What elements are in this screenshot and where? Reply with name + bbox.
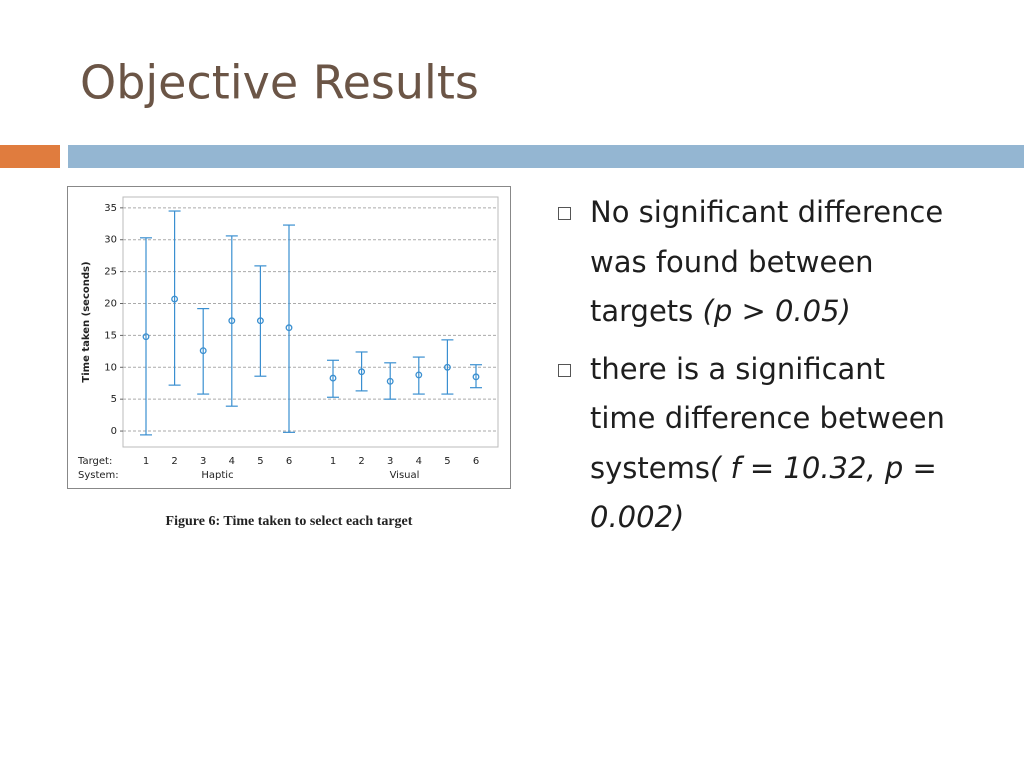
group-label: Haptic [201,470,233,481]
mean-marker [171,295,179,303]
y-tick-label: 35 [104,203,117,214]
x-tick-label: 3 [200,456,206,467]
y-tick-label: 25 [104,267,117,278]
x-tick-label: 1 [143,456,149,467]
bullet-emphasis: (p > 0.05) [702,294,851,328]
figure-caption: Figure 6: Time taken to select each targ… [166,514,413,529]
plot-area [122,196,499,448]
mean-marker [472,373,480,381]
x-tick-label: 6 [286,456,292,467]
mean-marker [142,333,150,341]
mean-marker [228,317,236,325]
bullet-text: No significant difference was found betw… [590,195,944,328]
bullet: No significant difference was found betw… [556,188,956,337]
x-tick-label: 6 [473,456,479,467]
x-tick-label: 4 [416,456,422,467]
bullet-emphasis: ( f = 10.32, p = 0.002) [590,450,937,535]
x-tick-label: 5 [444,456,450,467]
mean-marker [329,374,337,382]
accent-bar [0,145,60,168]
mean-marker [415,371,423,379]
y-tick-label: 10 [104,362,117,373]
group-label: Visual [390,470,420,481]
y-tick-label: 0 [111,426,117,437]
y-tick-label: 5 [111,394,117,405]
slide-title: Objective Results [80,56,479,110]
x-tick-label: 4 [229,456,235,467]
x-tick-label: 1 [330,456,336,467]
x-tick-label: 3 [387,456,393,467]
x-tick-label: 2 [171,456,177,467]
x-tick-label: 2 [358,456,364,467]
bullet: there is a significant time difference b… [556,345,956,543]
y-axis-label: Time taken (seconds) [81,261,92,382]
mean-marker [256,317,264,325]
x-tick-label: 5 [257,456,263,467]
mean-marker [199,347,207,355]
bullet-list: No significant difference was found betw… [556,188,956,551]
y-tick-label: 20 [104,299,117,310]
row-label: Target: [77,456,112,467]
y-tick-label: 30 [104,235,117,246]
bullet-text: there is a significant time difference b… [590,351,945,485]
row-label: System: [78,470,119,481]
mean-marker [386,377,394,385]
mean-marker [443,363,451,371]
header-bar [68,145,1024,168]
mean-marker [285,324,293,332]
y-tick-label: 15 [104,330,117,341]
mean-marker [358,368,366,376]
